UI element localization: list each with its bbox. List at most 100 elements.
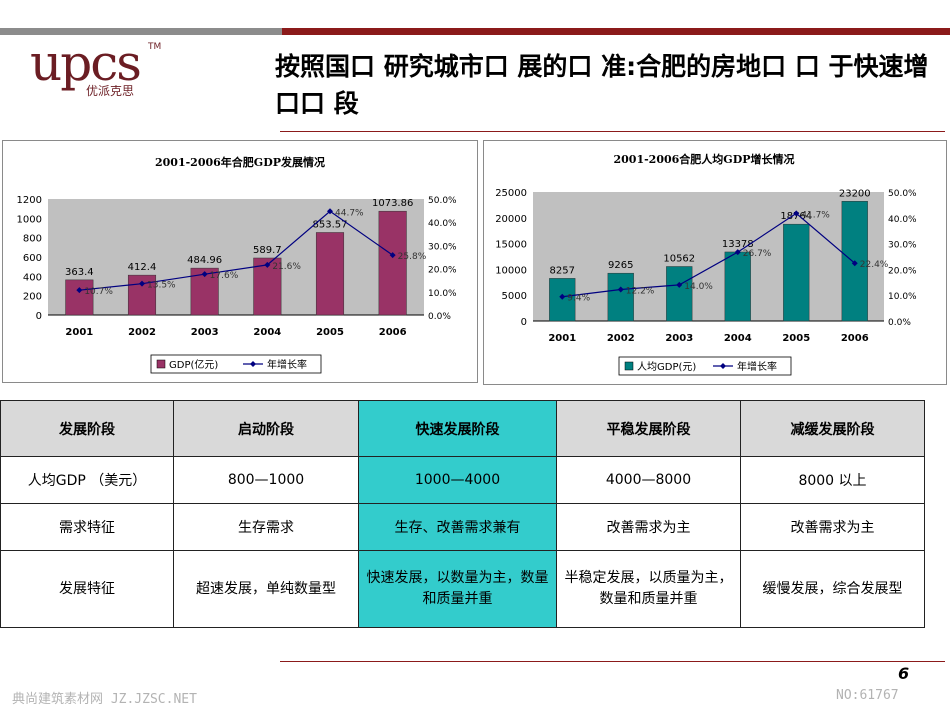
watermark-right: NO:61767: [836, 688, 899, 703]
x-tick-label: 2002: [607, 333, 635, 344]
y-left-tick-label: 400: [23, 272, 42, 283]
line-data-label: 25.8%: [398, 252, 427, 262]
bar-data-label: 8257: [550, 265, 575, 276]
bar-data-label: 853.57: [313, 219, 348, 230]
y-right-tick-label: 20.0%: [888, 266, 917, 276]
bar: [65, 279, 94, 316]
page-number: 6: [898, 664, 910, 683]
y-left-tick-label: 0: [36, 311, 42, 322]
legend-box: [150, 354, 322, 374]
y-left-tick-label: 200: [23, 292, 42, 303]
top-bar-red: [282, 28, 950, 35]
bar: [315, 232, 345, 316]
y-left-tick-label: 15000: [495, 240, 527, 251]
table-cell: 半稳定发展，以质量为主，数量和质量并重: [556, 550, 741, 628]
table-cell: 超速发展，单纯数量型: [173, 550, 359, 628]
y-right-tick-label: 40.0%: [428, 219, 457, 229]
growth-rate-point: [389, 252, 396, 259]
header-stable: 平稳发展阶段: [556, 400, 741, 457]
bar-data-label: 412.4: [128, 262, 157, 273]
y-left-tick-label: 600: [23, 253, 42, 264]
y-right-tick-label: 40.0%: [888, 215, 917, 225]
x-tick-label: 2003: [191, 327, 219, 338]
line-data-label: 21.6%: [272, 262, 301, 272]
growth-rate-point: [734, 249, 741, 256]
legend-label-line: 年增长率: [737, 360, 777, 373]
table-cell: 1000—4000: [358, 456, 557, 504]
bar-data-label: 9265: [608, 260, 633, 271]
bar: [783, 223, 810, 322]
page-title: 按照国口 研究城市口 展的口 准:合肥的房地口 口 于快速增口口 段: [275, 52, 929, 118]
y-left-tick-label: 800: [23, 234, 42, 245]
y-right-tick-label: 10.0%: [888, 292, 917, 302]
top-bar-grey: [0, 28, 282, 35]
growth-rate-point: [76, 287, 83, 294]
x-tick-label: 2001: [65, 327, 93, 338]
bar-data-label: 1073.86: [372, 198, 413, 209]
line-data-label: 13.5%: [147, 281, 176, 291]
x-tick-label: 2005: [316, 327, 344, 338]
y-right-tick-label: 50.0%: [888, 189, 917, 199]
bar-data-label: 363.4: [65, 267, 94, 278]
bar-data-label: 23200: [839, 188, 871, 199]
growth-rate-point: [139, 280, 145, 287]
legend-swatch-point: [250, 361, 256, 367]
y-left-tick-label: 25000: [495, 188, 527, 199]
line-data-label: 9.4%: [567, 294, 590, 304]
line-data-label: 44.7%: [335, 208, 364, 218]
x-tick-label: 2005: [782, 333, 810, 344]
bar-data-label: 484.96: [187, 255, 222, 266]
y-right-tick-label: 20.0%: [428, 266, 457, 276]
growth-rate-point: [617, 286, 624, 293]
plot-area: [533, 192, 884, 321]
bar-data-label: 10562: [663, 254, 695, 265]
chart-title: 2001-2006年合肥GDP发展情况: [155, 155, 325, 169]
header-startup: 启动阶段: [173, 400, 359, 457]
title-divider: [280, 131, 945, 132]
logo-subtitle: 优派克思: [86, 84, 135, 98]
header-rapid: 快速发展阶段: [358, 400, 557, 457]
growth-rate-point: [201, 271, 208, 278]
header-slowdown: 减缓发展阶段: [740, 400, 925, 457]
header-stage: 发展阶段: [0, 400, 174, 457]
line-data-label: 26.7%: [743, 249, 772, 259]
growth-rate-point: [676, 281, 683, 288]
legend-swatch-point: [720, 363, 726, 369]
gdp-chart: 2001-2006年合肥GDP发展情况 0 200 400 600 800 1000 1200…: [2, 140, 478, 383]
logo-text: upcs: [30, 34, 142, 92]
x-tick-label: 2004: [253, 327, 281, 338]
line-data-label: 17.6%: [210, 271, 239, 281]
gdp-chart-svg: 2001-2006年合肥GDP发展情况 0 200 400 600 800 1000 1200…: [17, 155, 457, 374]
bar-data-label: 589.7: [253, 245, 282, 256]
y-right-tick-label: 50.0%: [428, 196, 457, 206]
y-left-tick-label: 1200: [17, 195, 42, 206]
development-stage-table: 发展阶段 启动阶段 快速发展阶段 平稳发展阶段 减缓发展阶段 人均GDP （美元…: [0, 400, 925, 628]
table-cell: 改善需求为主: [740, 503, 925, 551]
table-cell: 需求特征: [0, 503, 174, 551]
per-capita-gdp-chart-svg: 2001-2006合肥人均GDP增长情况 0 5000 10000 15000 20000…: [495, 152, 917, 376]
growth-rate-point: [327, 208, 333, 215]
table-cell: 8000 以上: [740, 456, 925, 504]
legend-swatch-bar: [624, 361, 634, 371]
line-data-label: 12.2%: [626, 287, 655, 297]
bar: [378, 210, 407, 316]
legend-swatch-bar: [156, 359, 166, 369]
y-left-tick-label: 10000: [495, 265, 527, 276]
growth-rate-line: [79, 210, 394, 291]
watermark-left: 典尚建筑素材网 JZ.JZSC.NET: [12, 692, 197, 707]
growth-rate-line: [562, 212, 856, 298]
bar-data-label: 13378: [722, 239, 754, 250]
plot-area: [48, 199, 424, 315]
table-cell: 生存需求: [173, 503, 359, 551]
legend-box: [618, 356, 792, 376]
line-data-label: 10.7%: [84, 287, 113, 297]
line-data-label: 14.0%: [684, 282, 713, 292]
y-left-tick-label: 0: [521, 317, 527, 328]
growth-rate-point: [851, 260, 858, 267]
table-cell: 发展特征: [0, 550, 174, 628]
logo-trademark: TM: [148, 42, 162, 52]
x-tick-label: 2004: [724, 333, 752, 344]
y-right-tick-label: 0.0%: [428, 312, 451, 322]
bar: [666, 266, 693, 322]
table-cell: 人均GDP （美元）: [0, 456, 174, 504]
